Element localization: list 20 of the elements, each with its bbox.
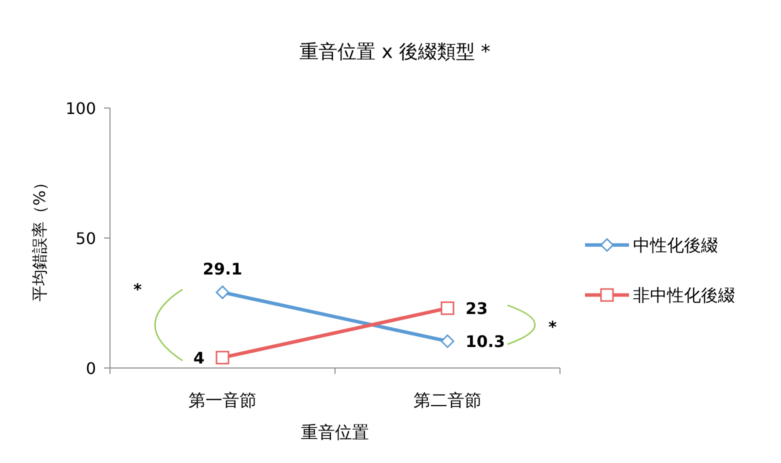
x-tick-label: 第二音節 xyxy=(414,391,482,411)
y-axis-title: 平均錯誤率（%） xyxy=(30,174,49,302)
annotation: * xyxy=(548,318,558,337)
x-tick-label: 第一音節 xyxy=(188,391,256,411)
data-label: 10.3 xyxy=(466,332,505,352)
chart-title: 重音位置 x 後綴類型 * xyxy=(300,41,490,63)
data-label: 4 xyxy=(193,348,204,368)
x-axis-title: 重音位置 xyxy=(301,423,369,443)
data-label: 29.1 xyxy=(202,259,242,278)
legend-label: 非中性化後綴 xyxy=(633,286,735,306)
annotation: * xyxy=(133,280,142,299)
point xyxy=(216,286,230,300)
y-tick-label: 100 xyxy=(65,99,96,118)
point xyxy=(216,350,230,364)
point xyxy=(440,301,454,315)
y-tick-label: 0 xyxy=(86,359,96,378)
point xyxy=(440,334,454,348)
data-label: 23 xyxy=(466,299,488,318)
y-tick-label: 50 xyxy=(76,229,96,248)
legend-label: 中性化後綴 xyxy=(633,236,718,256)
